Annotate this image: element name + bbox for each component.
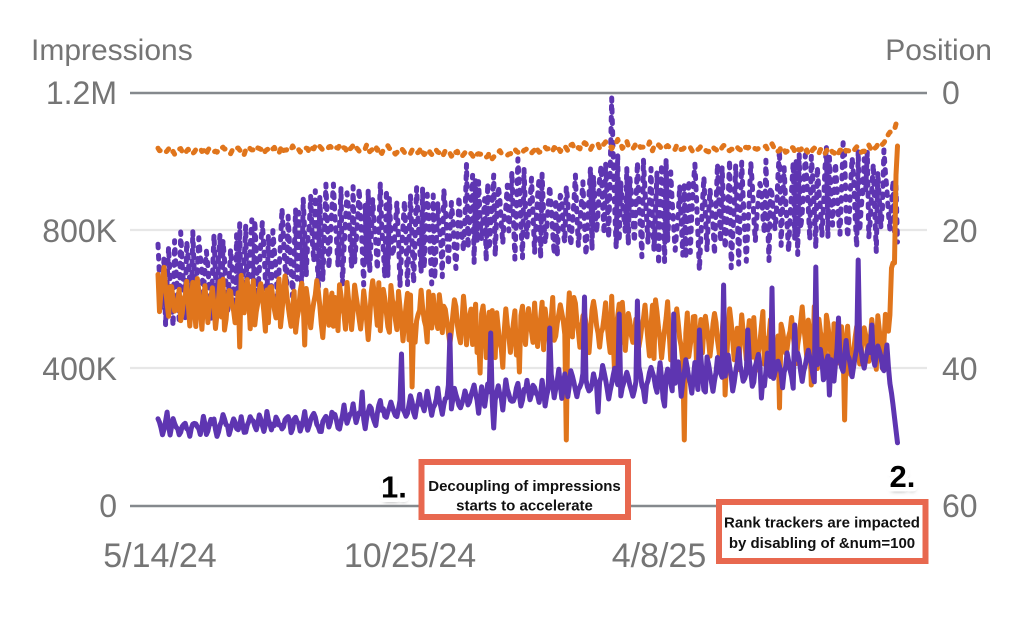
svg-text:Rank trackers are impacted: Rank trackers are impacted (724, 515, 920, 532)
svg-text:40: 40 (942, 351, 978, 387)
svg-text:1.: 1. (381, 470, 407, 505)
svg-text:2.: 2. (890, 459, 916, 494)
svg-text:60: 60 (942, 488, 978, 524)
svg-text:10/25/24: 10/25/24 (344, 537, 476, 575)
svg-text:400K: 400K (42, 351, 117, 387)
svg-text:4/8/25: 4/8/25 (612, 537, 707, 575)
svg-text:0: 0 (942, 75, 960, 111)
svg-text:2.: 2. (891, 463, 917, 498)
svg-text:Position: Position (885, 34, 992, 67)
svg-text:Impressions: Impressions (31, 34, 193, 67)
svg-text:Decoupling of impressions: Decoupling of impressions (428, 478, 621, 495)
svg-text:5/14/24: 5/14/24 (103, 537, 216, 575)
svg-text:20: 20 (942, 213, 978, 249)
svg-text:starts to accelerate: starts to accelerate (456, 498, 593, 515)
svg-text:1.2M: 1.2M (46, 75, 117, 111)
svg-text:800K: 800K (42, 213, 117, 249)
svg-text:0: 0 (99, 488, 117, 524)
svg-text:1.: 1. (382, 474, 408, 509)
svg-text:by disabling of &num=100: by disabling of &num=100 (729, 535, 915, 552)
